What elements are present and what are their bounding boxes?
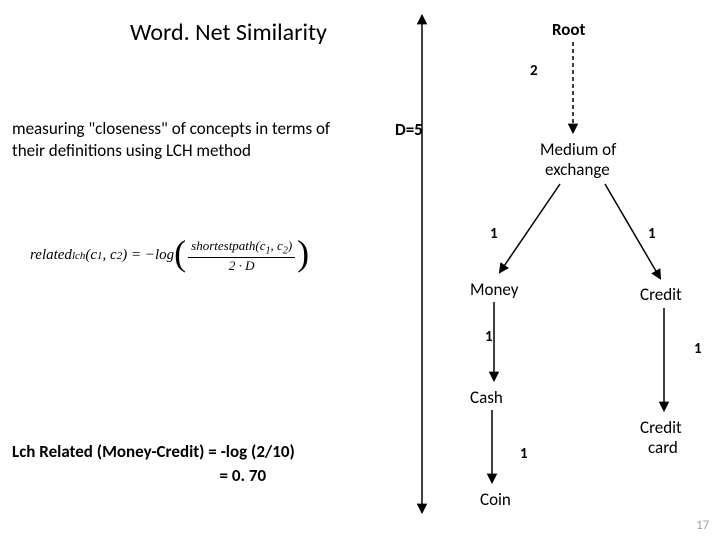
num-a: shortestpath(c — [191, 238, 265, 253]
calc-l2: = 0. 70 — [12, 465, 266, 486]
lparen: ( — [174, 239, 186, 268]
rparen: ) — [297, 239, 309, 268]
lch-formula: relatedlch(c1, c2) = −log ( shortestpath… — [30, 238, 309, 274]
node-coin: Coin — [480, 490, 511, 510]
subtitle-l1: measuring "closeness" of concepts in ter… — [12, 118, 330, 139]
node-root: Root — [552, 20, 585, 40]
num-b: , c — [271, 238, 283, 253]
depth-label: D=5 — [395, 120, 423, 140]
f-mid: , c — [103, 247, 117, 264]
node-cash: Cash — [470, 388, 503, 408]
node-credit: Credit — [640, 285, 682, 305]
f-lhs: related — [30, 247, 72, 264]
calc-l1: Lch Related (Money-Credit) = -log (2/10) — [12, 441, 295, 462]
edge-1d: 1 — [694, 340, 702, 358]
node-cc-l2: card — [648, 438, 678, 458]
node-cc-l1: Credit — [640, 418, 682, 438]
edge-1e: 1 — [520, 445, 528, 463]
fraction: shortestpath(c1, c2) 2 · D — [188, 238, 295, 274]
num-c: ) — [288, 238, 292, 253]
f-eq: ) = −log — [122, 247, 174, 264]
f-sub: lch — [72, 250, 85, 262]
edge-2: 2 — [530, 62, 538, 80]
f-args: (c — [85, 247, 97, 264]
calculation: Lch Related (Money-Credit) = -log (2/10)… — [12, 440, 295, 488]
node-money: Money — [470, 280, 518, 300]
den: 2 · D — [226, 258, 258, 274]
slide-number: 17 — [696, 518, 709, 533]
edge-1a: 1 — [490, 225, 498, 243]
edge-1b: 1 — [648, 225, 656, 243]
node-medium-l1: Medium of — [540, 140, 616, 160]
edge-1c: 1 — [485, 328, 493, 346]
subtitle: measuring "closeness" of concepts in ter… — [12, 118, 330, 162]
slide-title: Word. Net Similarity — [130, 18, 327, 47]
subtitle-l2: their definitions using LCH method — [12, 140, 251, 161]
node-medium-l2: exchange — [545, 160, 610, 180]
